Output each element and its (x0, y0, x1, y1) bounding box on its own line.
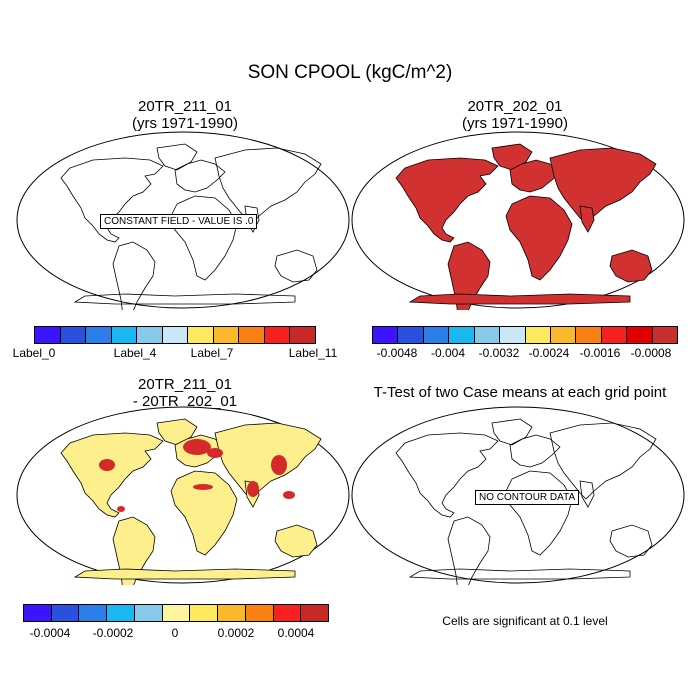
colorbar1-swatch-3 (111, 327, 138, 343)
colorbar-panel-2 (372, 326, 678, 344)
panel1-title: 20TR_211_01 (138, 98, 232, 115)
colorbar3-swatch-9 (273, 605, 302, 621)
colorbar3-swatch-4 (134, 605, 163, 621)
colorbar2-swatch-0 (373, 327, 399, 343)
colorbar1-swatch-9 (264, 327, 291, 343)
colorbar2-swatch-10 (627, 327, 653, 343)
colorbar3-swatch-8 (245, 605, 274, 621)
panel3-title-block: 20TR_211_01 - 20TR_202_01 (25, 376, 345, 410)
colorbar1-swatch-4 (137, 327, 163, 343)
panel1-subtitle: (yrs 1971-1990) (132, 115, 238, 132)
constant-field-message: CONSTANT FIELD - VALUE IS .0 (100, 214, 258, 229)
colorbar1-swatch-0 (35, 327, 61, 343)
colorbar3-swatch-0 (24, 605, 52, 621)
colorbar2-label-2: -0.0032 (478, 346, 520, 360)
panel4-title: T-Test of two Case means at each grid po… (373, 384, 667, 401)
hotspots (99, 439, 295, 512)
colorbar2-swatch-2 (423, 327, 450, 343)
colorbar2-swatch-4 (474, 327, 501, 343)
colorbar2-label-4: -0.0016 (579, 346, 621, 360)
panel3-title: 20TR_211_01 (138, 376, 232, 393)
colorbar2-label-1: -0.004 (430, 346, 466, 360)
colorbar3-label-2: 0 (171, 626, 179, 640)
colorbar1-swatch-8 (239, 327, 265, 343)
colorbar-panel-3 (23, 604, 329, 622)
colorbar2-swatch-1 (398, 327, 424, 343)
significance-footnote: Cells are significant at 0.1 level (442, 614, 608, 628)
colorbar3-label-0: -0.0004 (29, 626, 71, 640)
map-panel-2 (351, 131, 685, 310)
colorbar-panel-1 (34, 326, 316, 344)
colorbar3-swatch-3 (107, 605, 135, 621)
colorbar1-label-4: Label_4 (113, 346, 157, 360)
colorbar3-swatch-5 (162, 605, 191, 621)
colorbar2-label-5: -0.0008 (630, 346, 672, 360)
colorbar1-swatch-10 (290, 327, 316, 343)
colorbar1-swatch-6 (188, 327, 214, 343)
colorbar2-swatch-9 (601, 327, 628, 343)
colorbar3-label-1: -0.0002 (92, 626, 134, 640)
colorbar3-swatch-10 (301, 605, 329, 621)
panel4-title-block: T-Test of two Case means at each grid po… (355, 384, 685, 401)
colorbar3-swatch-2 (79, 605, 108, 621)
panel2-title-block: 20TR_202_01 (yrs 1971-1990) (355, 98, 675, 132)
colorbar1-label-11: Label_11 (288, 346, 338, 360)
map-panel-3 (16, 406, 350, 585)
colorbar3-label-4: 0.0004 (277, 626, 315, 640)
colorbar2-label-0: -0.0048 (376, 346, 418, 360)
colorbar1-swatch-1 (60, 327, 87, 343)
panel2-subtitle: (yrs 1971-1990) (462, 115, 568, 132)
panel1-title-block: 20TR_211_01 (yrs 1971-1990) (25, 98, 345, 132)
colorbar1-swatch-5 (162, 327, 189, 343)
colorbar1-label-7: Label_7 (190, 346, 234, 360)
colorbar2-label-3: -0.0024 (528, 346, 570, 360)
panel3-subtitle: - 20TR_202_01 (132, 393, 238, 410)
main-title: SON CPOOL (kgC/m^2) (247, 62, 453, 83)
colorbar2-swatch-3 (449, 327, 475, 343)
colorbar1-swatch-2 (86, 327, 112, 343)
colorbar3-label-3: 0.0002 (217, 626, 255, 640)
colorbar2-swatch-11 (652, 327, 678, 343)
colorbar1-label-0: Label_0 (12, 346, 56, 360)
no-contour-message: NO CONTOUR DATA (475, 490, 580, 505)
colorbar3-swatch-6 (190, 605, 219, 621)
colorbar2-swatch-6 (525, 327, 551, 343)
colorbar3-swatch-1 (51, 605, 80, 621)
colorbar2-swatch-5 (500, 327, 526, 343)
panel2-title: 20TR_202_01 (467, 98, 563, 115)
colorbar1-swatch-7 (213, 327, 240, 343)
colorbar2-swatch-7 (550, 327, 577, 343)
colorbar2-swatch-8 (576, 327, 602, 343)
colorbar3-swatch-7 (218, 605, 246, 621)
